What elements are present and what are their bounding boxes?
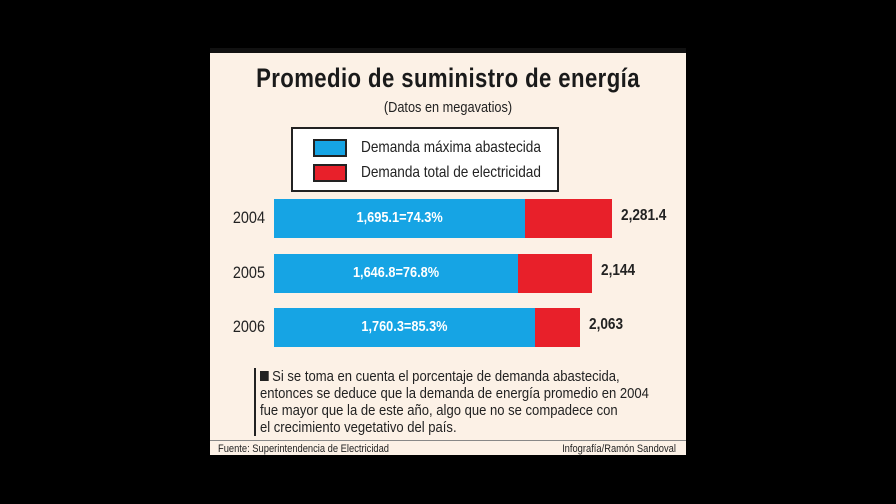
legend-label: Demanda total de electricidad bbox=[361, 164, 541, 181]
footer-divider bbox=[210, 440, 686, 441]
note-line: fue mayor que la de este año, algo que n… bbox=[260, 402, 618, 419]
infographic-panel: Promedio de suministro de energía (Datos… bbox=[210, 48, 686, 455]
chart-subtitle: (Datos en megavatios) bbox=[383, 99, 513, 116]
year-label: 2006 bbox=[232, 317, 265, 336]
note-line: entonces se deduce que la demanda de ene… bbox=[260, 385, 649, 402]
bullet-icon bbox=[260, 371, 269, 381]
year-label: 2004 bbox=[232, 208, 265, 227]
bar-value-label: 1,760.3=85.3% bbox=[361, 318, 448, 335]
bar-unsupplied bbox=[525, 199, 613, 238]
total-value-label: 2,281.4 bbox=[621, 207, 667, 224]
total-value-label: 2,144 bbox=[600, 262, 635, 279]
bar-supplied bbox=[274, 254, 519, 293]
year-label: 2005 bbox=[232, 263, 265, 282]
total-value-label: 2,063 bbox=[588, 316, 623, 333]
chart-title: Promedio de suministro de energía bbox=[256, 63, 640, 93]
legend-swatch-red bbox=[313, 164, 347, 182]
legend-label: Demanda máxima abastecida bbox=[361, 139, 541, 156]
bar-value-label: 1,695.1=74.3% bbox=[356, 209, 443, 226]
note-line: Si se toma en cuenta el porcentaje de de… bbox=[272, 368, 620, 385]
credit-text: Infografía/Ramón Sandoval bbox=[562, 443, 676, 455]
source-text: Fuente: Superintendencia de Electricidad bbox=[218, 443, 390, 455]
bar-unsupplied bbox=[534, 308, 580, 347]
bar-value-label: 1,646.8=76.8% bbox=[352, 264, 440, 281]
bar-supplied bbox=[274, 199, 526, 238]
legend-item-total: Demanda total de electricidad bbox=[313, 164, 573, 182]
legend-swatch-blue bbox=[313, 139, 347, 157]
legend-item-supplied: Demanda máxima abastecida bbox=[313, 139, 573, 157]
legend: Demanda máxima abastecida Demanda total … bbox=[291, 127, 559, 192]
note-line: el crecimiento vegetativo del país. bbox=[260, 419, 457, 436]
bar-unsupplied bbox=[518, 254, 592, 293]
bar-supplied bbox=[274, 308, 535, 347]
note-text: Si se toma en cuenta el porcentaje de de… bbox=[254, 368, 680, 436]
